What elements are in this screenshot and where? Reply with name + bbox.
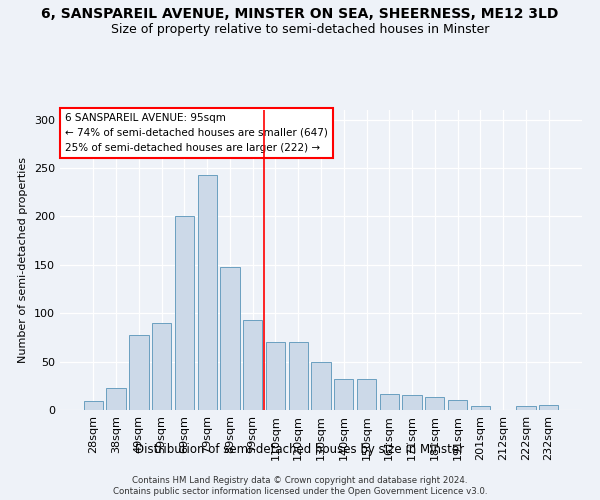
Bar — [152, 323, 172, 410]
Bar — [448, 400, 467, 410]
Bar — [357, 379, 376, 410]
Text: 6 SANSPAREIL AVENUE: 95sqm
← 74% of semi-detached houses are smaller (647)
25% o: 6 SANSPAREIL AVENUE: 95sqm ← 74% of semi… — [65, 113, 328, 152]
Bar — [403, 396, 422, 410]
Bar — [243, 320, 262, 410]
Text: 6, SANSPAREIL AVENUE, MINSTER ON SEA, SHEERNESS, ME12 3LD: 6, SANSPAREIL AVENUE, MINSTER ON SEA, SH… — [41, 8, 559, 22]
Y-axis label: Number of semi-detached properties: Number of semi-detached properties — [19, 157, 28, 363]
Bar — [220, 267, 239, 410]
Bar — [129, 336, 149, 410]
Bar — [425, 398, 445, 410]
Bar — [470, 406, 490, 410]
Bar — [175, 216, 194, 410]
Bar — [84, 402, 103, 410]
Bar — [334, 379, 353, 410]
Bar — [266, 342, 285, 410]
Bar — [311, 362, 331, 410]
Bar — [197, 175, 217, 410]
Text: Distribution of semi-detached houses by size in Minster: Distribution of semi-detached houses by … — [136, 442, 464, 456]
Bar — [380, 394, 399, 410]
Text: Contains public sector information licensed under the Open Government Licence v3: Contains public sector information licen… — [113, 488, 487, 496]
Text: Contains HM Land Registry data © Crown copyright and database right 2024.: Contains HM Land Registry data © Crown c… — [132, 476, 468, 485]
Bar — [516, 406, 536, 410]
Bar — [106, 388, 126, 410]
Bar — [289, 342, 308, 410]
Bar — [539, 405, 558, 410]
Text: Size of property relative to semi-detached houses in Minster: Size of property relative to semi-detach… — [111, 22, 489, 36]
